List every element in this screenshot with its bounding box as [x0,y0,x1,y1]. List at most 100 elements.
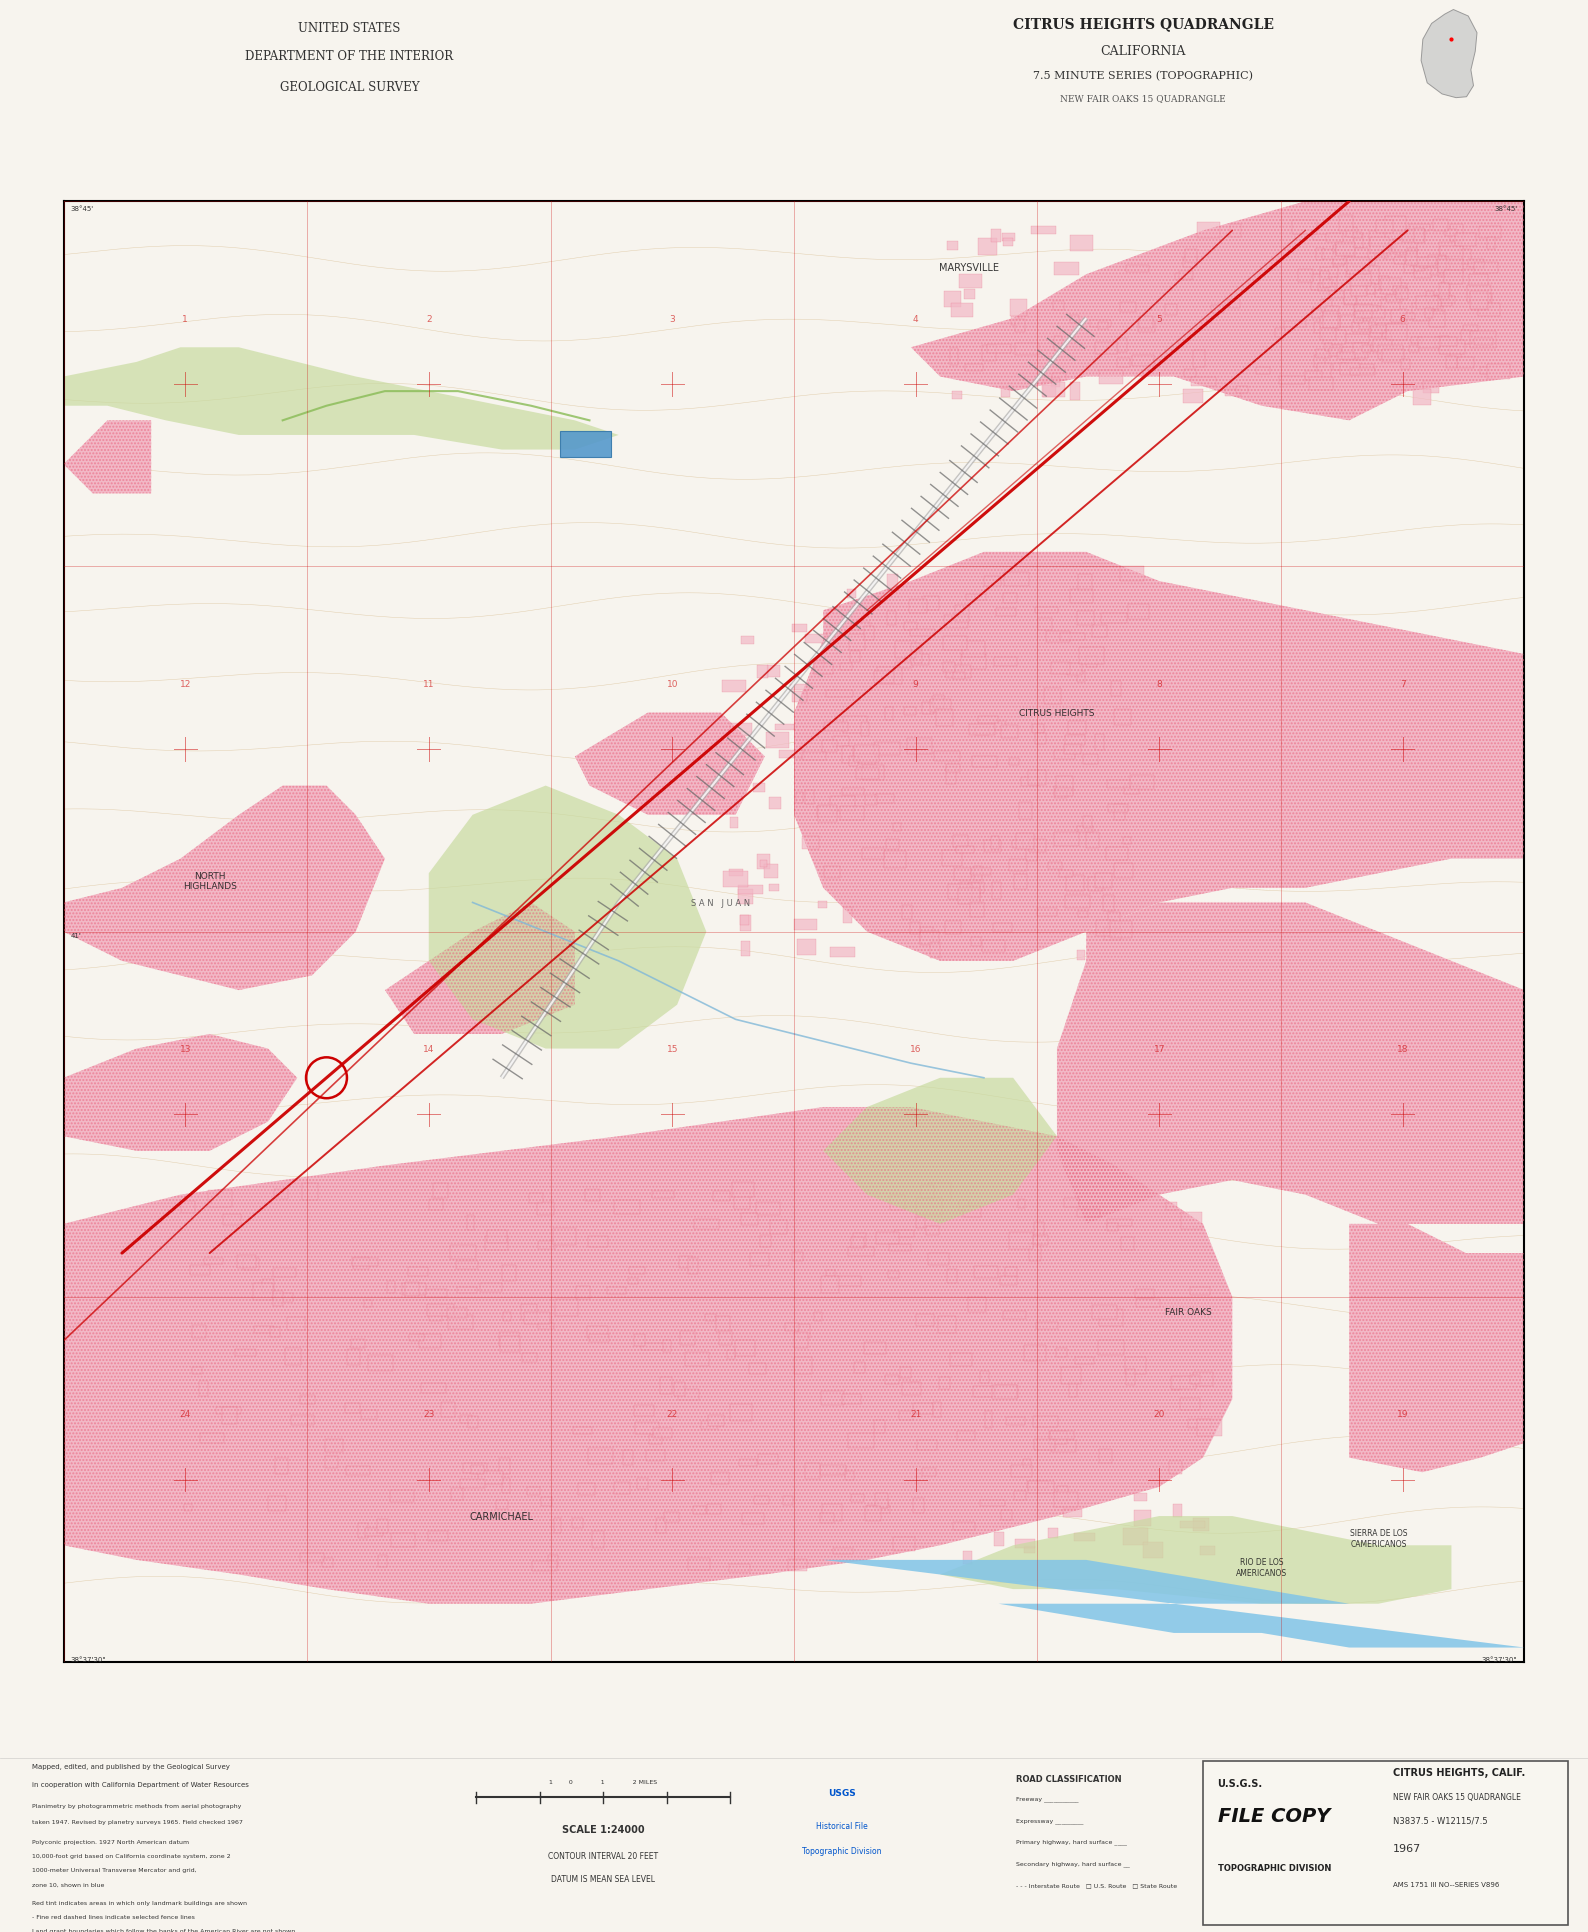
Text: CITRUS HEIGHTS, CALIF.: CITRUS HEIGHTS, CALIF. [1393,1766,1524,1777]
Bar [973,1265,999,1279]
Bar [783,1497,792,1505]
Bar [792,1252,802,1262]
Bar [910,630,935,636]
Bar [429,1200,443,1211]
Text: 12: 12 [179,680,191,688]
Text: FILE COPY: FILE COPY [1218,1806,1331,1824]
Bar [584,1190,600,1202]
Bar [994,1385,1018,1399]
Bar [1355,311,1364,323]
Bar [1370,238,1390,253]
Polygon shape [429,786,707,1049]
Bar [818,900,827,908]
Text: 38°45': 38°45' [1494,207,1517,213]
Bar [1099,1449,1113,1463]
Bar [1126,265,1148,272]
Bar [837,1275,861,1287]
Text: 4: 4 [913,315,918,323]
Bar [775,724,794,730]
Bar [405,1283,419,1296]
Bar [894,823,900,833]
Bar [1353,323,1375,332]
Bar [622,1451,634,1466]
Bar [480,1283,502,1293]
Bar [923,1468,935,1476]
Polygon shape [1058,902,1524,1225]
Bar [1382,350,1404,363]
Bar [1316,350,1331,359]
Bar [1002,1310,1026,1320]
Bar [1418,338,1439,350]
Bar [376,1519,387,1532]
Bar [1439,342,1464,355]
Bar [1313,323,1334,334]
Bar [992,1385,1016,1399]
Bar [237,1256,257,1269]
Text: Mapped, edited, and published by the Geological Survey: Mapped, edited, and published by the Geo… [32,1764,230,1770]
Polygon shape [1350,1225,1524,1472]
Bar [192,1368,202,1374]
Bar [842,746,853,763]
Bar [805,636,827,643]
Text: 10,000-foot grid based on California coordinate system, zone 2: 10,000-foot grid based on California coo… [32,1853,230,1859]
Bar [794,1358,813,1374]
Text: 7: 7 [1401,680,1405,688]
Bar [635,1422,659,1434]
Bar [1099,371,1123,384]
Bar [1056,777,1073,792]
Bar [561,431,611,458]
Bar [1486,238,1494,249]
Bar [1212,305,1224,313]
Bar [729,1565,751,1573]
Bar [1066,736,1085,746]
Bar [1067,721,1086,734]
Bar [1002,1511,1012,1520]
Bar [1051,373,1066,381]
Bar [1127,605,1150,620]
Text: 1000-meter Universal Transverse Mercator and grid,: 1000-meter Universal Transverse Mercator… [32,1868,197,1872]
Bar [1139,321,1154,332]
Bar [1089,321,1112,328]
Bar [742,1213,757,1225]
Text: 22: 22 [667,1410,678,1418]
Bar [742,1513,764,1524]
Bar [389,1490,414,1503]
Text: 9: 9 [913,680,918,688]
Bar [1094,734,1104,752]
Bar [1015,1540,1035,1548]
Bar [1456,357,1474,369]
Bar [750,1254,769,1265]
Bar [588,1449,613,1464]
Bar [300,1553,324,1563]
Text: 24: 24 [179,1410,191,1418]
Bar [735,1341,754,1356]
Bar [813,665,832,674]
Bar [978,240,997,257]
Bar [708,1416,724,1426]
Bar [1115,709,1131,724]
Bar [757,667,769,678]
Bar [1013,840,1023,848]
Bar [862,765,885,781]
Bar [1193,1519,1208,1532]
Polygon shape [64,786,384,991]
Text: CITRUS HEIGHTS QUADRANGLE: CITRUS HEIGHTS QUADRANGLE [1013,17,1274,31]
Bar [1428,255,1445,265]
Bar [1026,846,1037,862]
Text: 21: 21 [910,1410,921,1418]
Bar [1359,323,1369,328]
Bar [770,1221,788,1235]
Text: Planimetry by photogrammetric methods from aerial photography: Planimetry by photogrammetric methods fr… [32,1803,241,1808]
Bar [359,1522,368,1538]
Bar [757,856,770,869]
Bar [929,1254,950,1265]
Text: in cooperation with California Department of Water Resources: in cooperation with California Departmen… [32,1781,249,1787]
Polygon shape [64,1034,297,1151]
Text: TOPOGRAPHIC DIVISION: TOPOGRAPHIC DIVISION [1218,1864,1331,1872]
Bar [923,597,940,611]
Bar [189,1265,210,1275]
Bar [1375,251,1386,259]
Text: 41': 41' [71,931,81,939]
Bar [1054,1492,1078,1507]
Bar [1343,299,1358,305]
